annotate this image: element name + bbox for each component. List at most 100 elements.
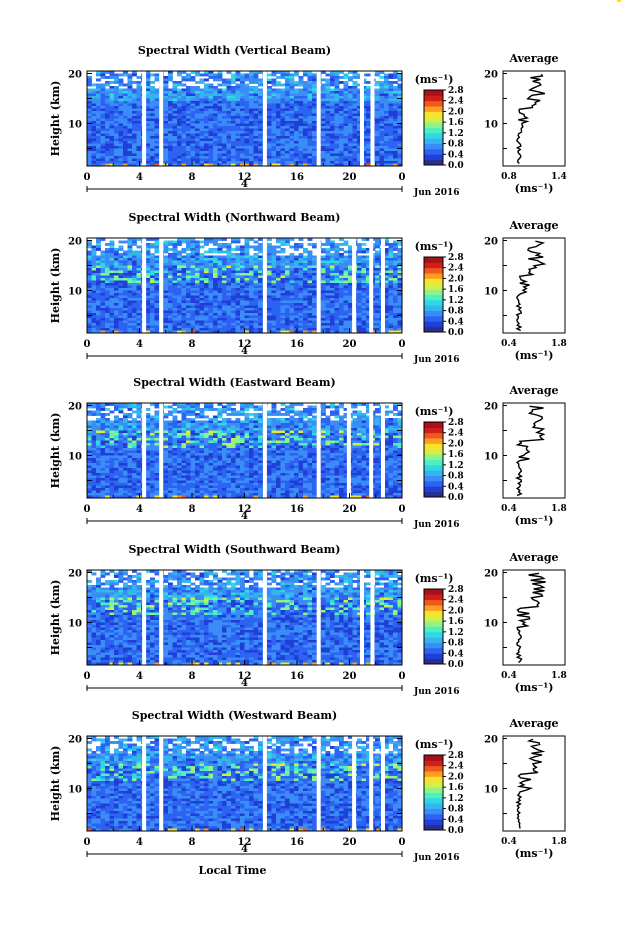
heatmap-cell	[258, 258, 263, 261]
heatmap-cell	[375, 91, 380, 94]
heatmap-cell	[244, 138, 250, 142]
heatmap-cell	[208, 118, 214, 122]
heatmap-cell	[181, 83, 187, 87]
heatmap-cell	[366, 116, 371, 119]
heatmap-cell	[145, 128, 151, 132]
heatmap-cell	[199, 123, 205, 127]
heatmap-cell	[123, 263, 128, 266]
heatmap-cell	[307, 81, 313, 84]
heatmap-cell	[249, 303, 254, 306]
heatmap-cell	[123, 315, 128, 319]
heatmap-cell	[190, 113, 196, 117]
heatmap-cell	[388, 163, 394, 167]
heatmap-cell	[163, 121, 169, 124]
heatmap-cell	[289, 83, 295, 87]
heatmap-cell	[150, 106, 155, 109]
heatmap-cell	[253, 163, 259, 167]
heatmap-cell	[240, 280, 245, 284]
heatmap-cell	[267, 245, 272, 249]
heatmap-cell	[217, 295, 223, 299]
heatmap-cell	[289, 268, 295, 271]
heatmap-cell	[357, 290, 362, 294]
heatmap-cell	[312, 96, 317, 99]
heatmap-cell	[357, 118, 362, 122]
heatmap-cell	[154, 153, 160, 157]
heatmap-cell	[321, 270, 326, 274]
heatmap-cell	[348, 303, 353, 306]
heatmap-cell	[285, 91, 290, 94]
heatmap-cell	[181, 131, 187, 134]
heatmap-cell	[217, 128, 223, 132]
heatmap-cell	[195, 288, 200, 291]
heatmap-cell	[357, 258, 362, 261]
heatmap-cell	[330, 98, 335, 102]
heatmap-cell	[343, 318, 349, 321]
heatmap-cell	[343, 300, 349, 304]
heatmap-cell	[289, 151, 295, 154]
heatmap-cell	[285, 305, 290, 309]
heatmap-cell	[307, 283, 313, 286]
heatmap-cell	[276, 250, 281, 254]
heatmap-cell	[222, 245, 227, 249]
heatmap-cell	[258, 161, 263, 164]
heatmap-cell	[199, 280, 205, 284]
heatmap-cell	[204, 308, 209, 311]
heatmap-cell	[181, 136, 187, 139]
heatmap-cell	[334, 78, 340, 82]
heatmap-cell	[186, 280, 191, 284]
heatmap-cell	[208, 88, 214, 92]
heatmap-cell	[253, 91, 259, 94]
heatmap-cell	[384, 163, 389, 167]
heatmap-cell	[105, 151, 110, 154]
heatmap-cell	[123, 305, 128, 309]
heatmap-cell	[226, 288, 232, 291]
heatmap-cell	[231, 325, 236, 329]
heatmap-cell	[330, 270, 335, 274]
heatmap-cell	[100, 258, 106, 261]
heatmap-cell	[253, 318, 259, 321]
heatmap-cell	[321, 118, 326, 122]
heatmap-cell	[177, 106, 182, 109]
heatmap-cell	[294, 283, 299, 286]
heatmap-cell	[181, 156, 187, 159]
heatmap-cell	[109, 293, 115, 296]
heatmap-cell	[123, 265, 128, 269]
heatmap-cell	[240, 78, 245, 82]
heatmap-cell	[204, 313, 209, 316]
heatmap-cell	[172, 96, 178, 99]
heatmap-cell	[96, 108, 101, 112]
heatmap-cell	[208, 71, 214, 74]
heatmap-cell	[303, 265, 308, 269]
heatmap-cell	[244, 303, 250, 306]
heatmap-cell	[177, 273, 182, 276]
heatmap-cell	[168, 141, 173, 144]
heatmap-cell	[271, 156, 277, 159]
heatmap-cell	[208, 103, 214, 107]
heatmap-cell	[244, 318, 250, 321]
heatmap-cell	[190, 275, 196, 279]
heatmap-cell	[312, 308, 317, 311]
heatmap-cell	[343, 250, 349, 254]
heatmap-cell	[154, 76, 160, 79]
heatmap-cell	[352, 106, 358, 109]
heatmap-cell	[339, 98, 344, 102]
heatmap-cell	[253, 73, 259, 77]
heatmap-cell	[208, 123, 214, 127]
heatmap-cell	[384, 146, 389, 149]
heatmap-cell	[145, 320, 151, 324]
heatmap-cell	[240, 93, 245, 97]
heatmap-cell	[177, 293, 182, 296]
heatmap-cell	[123, 96, 128, 99]
heatmap-cell	[388, 73, 394, 77]
heatmap-cell	[118, 93, 124, 97]
heatmap-cell	[307, 265, 313, 269]
heatmap-cell	[114, 126, 119, 129]
heatmap-cell	[114, 280, 119, 284]
heatmap-cell	[397, 136, 403, 139]
heatmap-cell	[213, 250, 218, 254]
heatmap-cell	[244, 131, 250, 134]
heatmap-cell	[150, 113, 155, 117]
heatmap-cell	[136, 260, 142, 264]
heatmap-cell	[249, 310, 254, 314]
heatmap-cell	[145, 300, 151, 304]
